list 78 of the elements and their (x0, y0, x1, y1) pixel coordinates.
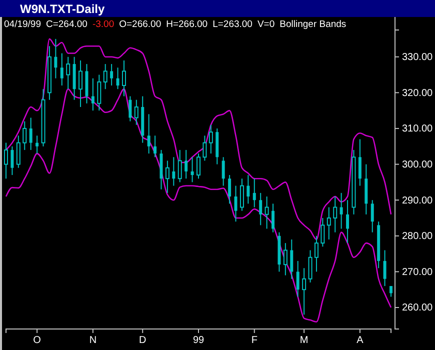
x-tick-label: N (89, 335, 97, 346)
candlestick (196, 153, 200, 180)
annotation: H=266.00 (166, 19, 208, 30)
y-tick-label: 290.00 (402, 195, 434, 206)
candlestick (128, 96, 132, 122)
candlestick (165, 160, 170, 194)
candlestick (54, 38, 58, 79)
candlestick (326, 206, 331, 240)
candlestick (234, 185, 238, 222)
candlestick (154, 135, 157, 158)
y-tick-label: 310.00 (402, 124, 434, 135)
candlestick (383, 250, 386, 287)
candlestick (370, 200, 374, 233)
candlestick (314, 235, 318, 272)
y-tick-label: 260.00 (402, 302, 434, 314)
candlestick (91, 78, 94, 112)
candlestick (308, 250, 312, 283)
candlestick (97, 74, 102, 112)
annotation: L=263.00 (212, 19, 252, 30)
x-tick-label: F (251, 335, 258, 346)
candlestick (36, 135, 39, 154)
y-tick-label: 320.00 (402, 88, 434, 99)
candlestick (172, 156, 176, 186)
candlestick (103, 64, 108, 90)
candlestick (333, 196, 338, 233)
annotation: V=0 (257, 19, 275, 30)
candlestick (66, 56, 70, 90)
annotation: -3.00 (92, 19, 114, 30)
candlestick (134, 99, 138, 126)
candlestick (240, 178, 244, 212)
x-tick-label: 99 (192, 335, 204, 346)
candlestick (340, 192, 343, 230)
y-tick-label: 280.00 (402, 231, 434, 242)
candlestick (208, 124, 213, 154)
candlestick (147, 114, 150, 154)
candlestick (290, 238, 294, 280)
candlestick (296, 260, 300, 298)
candlestick (320, 217, 325, 248)
x-tick-label: D (138, 335, 146, 346)
annotation: O=266.00 (119, 19, 162, 30)
candlestick (16, 135, 20, 168)
line-series (5, 38, 392, 240)
x-tick-label: M (300, 335, 308, 346)
candlestick (29, 117, 32, 150)
candlestick (259, 192, 262, 226)
x-tick-label: O (33, 335, 42, 346)
candlestick (178, 149, 182, 183)
candlestick (190, 156, 194, 183)
annotation: C=264.00 (46, 19, 88, 30)
candlestick (228, 174, 232, 204)
candlestick (283, 242, 288, 276)
candlestick (110, 64, 114, 86)
y-tick-label: 270.00 (402, 266, 434, 278)
annotation: Bollinger Bands (280, 19, 346, 30)
candlestick (4, 142, 8, 180)
y-tick-label: 330.00 (402, 52, 434, 64)
candlestick (272, 203, 275, 233)
candlestick (222, 156, 225, 186)
candlestick (116, 67, 120, 90)
candlestick (78, 60, 83, 108)
candlestick (252, 178, 256, 208)
chart-title: W9N.TXT-Daily (20, 2, 106, 16)
x-tick-label: A (356, 335, 364, 346)
candlestick (302, 268, 306, 316)
candlestick (358, 138, 362, 186)
candlestick (246, 174, 250, 204)
annotation: 04/19/99 (4, 19, 41, 30)
candlestick (22, 120, 27, 150)
candlestick (60, 52, 64, 86)
y-tick-label: 300.00 (402, 159, 434, 170)
candlestick (202, 135, 207, 162)
candlestick (264, 196, 269, 230)
candlestick (10, 146, 14, 176)
candlestick (184, 149, 188, 180)
candlestick (390, 286, 392, 298)
candlestick (346, 200, 350, 244)
line-series (5, 88, 392, 322)
candlestick (122, 60, 126, 97)
